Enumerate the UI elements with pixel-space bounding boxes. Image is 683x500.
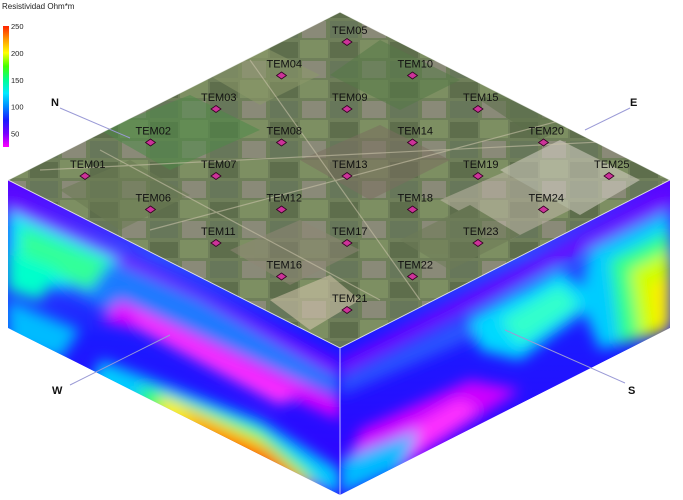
station-label: TEM24 [529, 193, 564, 205]
station-tem06: TEM06 [136, 193, 171, 214]
station-label: TEM15 [463, 92, 498, 104]
station-tem09: TEM09 [332, 92, 367, 113]
south-section-face [340, 180, 670, 495]
station-label: TEM06 [136, 193, 171, 205]
station-label: TEM09 [332, 92, 367, 104]
station-label: TEM22 [398, 260, 433, 272]
station-label: TEM18 [398, 193, 433, 205]
station-label: TEM21 [332, 293, 367, 305]
station-marker-icon [341, 239, 353, 247]
station-label: TEM07 [201, 159, 236, 171]
station-tem25: TEM25 [594, 159, 629, 180]
station-label: TEM16 [267, 260, 302, 272]
station-tem23: TEM23 [463, 226, 498, 247]
station-tem17: TEM17 [332, 226, 367, 247]
station-label: TEM01 [70, 159, 105, 171]
station-marker-icon [406, 138, 419, 147]
colorbar-title: Resistividad Ohm*m [2, 2, 75, 11]
station-label: TEM25 [594, 159, 629, 171]
station-label: TEM03 [201, 92, 236, 104]
colorbar: Resistividad Ohm*m 250 200 150 100 50 [2, 2, 75, 147]
station-tem02: TEM02 [136, 126, 171, 147]
station-tem11: TEM11 [201, 226, 236, 247]
colorbar-tick-label: 100 [11, 103, 24, 112]
station-marker-icon [275, 272, 288, 281]
station-marker-icon [472, 172, 484, 180]
block-edges [6, 11, 672, 495]
station-marker-icon [79, 172, 91, 180]
station-marker-icon [406, 272, 419, 281]
station-label: TEM13 [332, 159, 367, 171]
station-label: TEM20 [529, 126, 564, 138]
station-tem16: TEM16 [267, 260, 302, 281]
station-label: TEM11 [201, 226, 236, 238]
station-marker-icon [144, 205, 157, 214]
station-marker-icon [210, 105, 222, 113]
station-marker-icon [210, 239, 222, 247]
west-axis-line [69, 334, 171, 386]
station-tem05: TEM05 [332, 25, 367, 46]
station-marker-icon [210, 172, 222, 180]
station-tem21: TEM21 [332, 293, 367, 314]
station-marker-icon [341, 38, 353, 46]
colorbar-tick-label: 50 [11, 130, 19, 139]
station-tem04: TEM04 [267, 59, 302, 80]
colorbar-tick-label: 200 [11, 49, 24, 58]
station-tem15: TEM15 [463, 92, 498, 113]
station-tem19: TEM19 [463, 159, 498, 180]
colorbar-ramp [3, 26, 9, 147]
station-label: TEM10 [398, 59, 433, 71]
station-tem12: TEM12 [267, 193, 302, 214]
colorbar-tick-label: 150 [11, 76, 24, 85]
east-label: E [630, 97, 637, 109]
station-marker-icon [472, 239, 484, 247]
station-label: TEM12 [267, 193, 302, 205]
station-marker-icon [406, 205, 419, 214]
station-marker-icon [144, 138, 157, 147]
station-tem14: TEM14 [398, 126, 433, 147]
station-label: TEM02 [136, 126, 171, 138]
north-label: N [51, 97, 59, 109]
station-tem24: TEM24 [529, 193, 564, 214]
north-axis-line [59, 107, 131, 139]
station-tem20: TEM20 [529, 126, 564, 147]
station-label: TEM08 [267, 126, 302, 138]
station-tem01: TEM01 [70, 159, 105, 180]
station-marker-icon [275, 205, 288, 214]
station-label: TEM17 [332, 226, 367, 238]
station-marker-icon [275, 71, 288, 80]
station-marker-icon [406, 71, 419, 80]
station-tem18: TEM18 [398, 193, 433, 214]
station-marker-icon [341, 105, 353, 113]
colorbar-ticks: 250 200 150 100 50 [11, 22, 24, 139]
station-tem07: TEM07 [201, 159, 236, 180]
station-label: TEM23 [463, 226, 498, 238]
west-label: W [52, 385, 63, 397]
station-label: TEM04 [267, 59, 302, 71]
station-marker-icon [275, 138, 288, 147]
station-tem10: TEM10 [398, 59, 433, 80]
station-label: TEM14 [398, 126, 433, 138]
station-markers: TEM01 TEM02 TEM03 TEM04 TEM05 TEM06 TEM07 TEM08… [70, 25, 629, 314]
station-marker-icon [537, 205, 550, 214]
station-marker-icon [537, 138, 550, 147]
station-marker-icon [341, 172, 353, 180]
station-marker-icon [603, 172, 615, 180]
station-label: TEM05 [332, 25, 367, 37]
south-axis-line [504, 329, 626, 384]
station-marker-icon [341, 306, 353, 314]
orientation-lines [59, 107, 631, 386]
station-tem22: TEM22 [398, 260, 433, 281]
station-label: TEM19 [463, 159, 498, 171]
station-tem03: TEM03 [201, 92, 236, 113]
station-marker-icon [472, 105, 484, 113]
station-tem13: TEM13 [332, 159, 367, 180]
station-tem08: TEM08 [267, 126, 302, 147]
east-axis-line [584, 107, 631, 131]
colorbar-tick-label: 250 [11, 22, 24, 31]
south-label: S [628, 385, 635, 397]
